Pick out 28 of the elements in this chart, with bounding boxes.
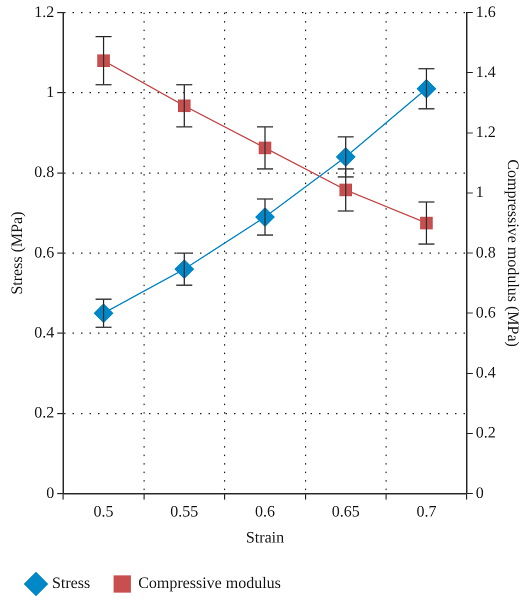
y-tick-label: 0 [46,484,54,502]
point [420,216,433,230]
x-tick-label: 0.55 [170,503,198,520]
x-tick-label: 0.65 [332,503,360,520]
x-tick-label: 0.6 [255,503,275,520]
y-tick-label: 0.6 [34,244,54,262]
x-axis-title: Strain [246,530,284,547]
y2-tick-label: 1.2 [476,124,496,142]
point [97,54,110,68]
y-axis-title: Stress (MPa) [8,212,26,295]
y-tick-label: 1.2 [34,4,54,21]
y2-tick-label: 0.8 [476,244,496,262]
legend-label: Stress [52,575,90,592]
y2-tick-label: 0.4 [476,364,496,382]
y-tick-label: 0.4 [34,324,54,342]
x-tick-label: 0.7 [416,503,436,520]
y2-tick-label: 0.2 [476,424,496,442]
y2-tick-label: 1.4 [476,64,496,81]
y2-tick-label: 1 [476,184,484,202]
x-tick-label: 0.5 [94,503,114,520]
y-tick-label: 0.8 [34,164,54,182]
y2-tick-label: 0.6 [476,304,496,322]
y-tick-label: 0.2 [34,404,54,422]
y2-tick-label: 1.6 [476,4,496,21]
y2-tick-label: 0 [476,484,484,502]
legend-label: Compressive modulus [138,575,281,592]
y2-axis-title: Compressive modulus (MPa) [504,159,522,347]
y-tick-label: 1 [46,84,54,101]
